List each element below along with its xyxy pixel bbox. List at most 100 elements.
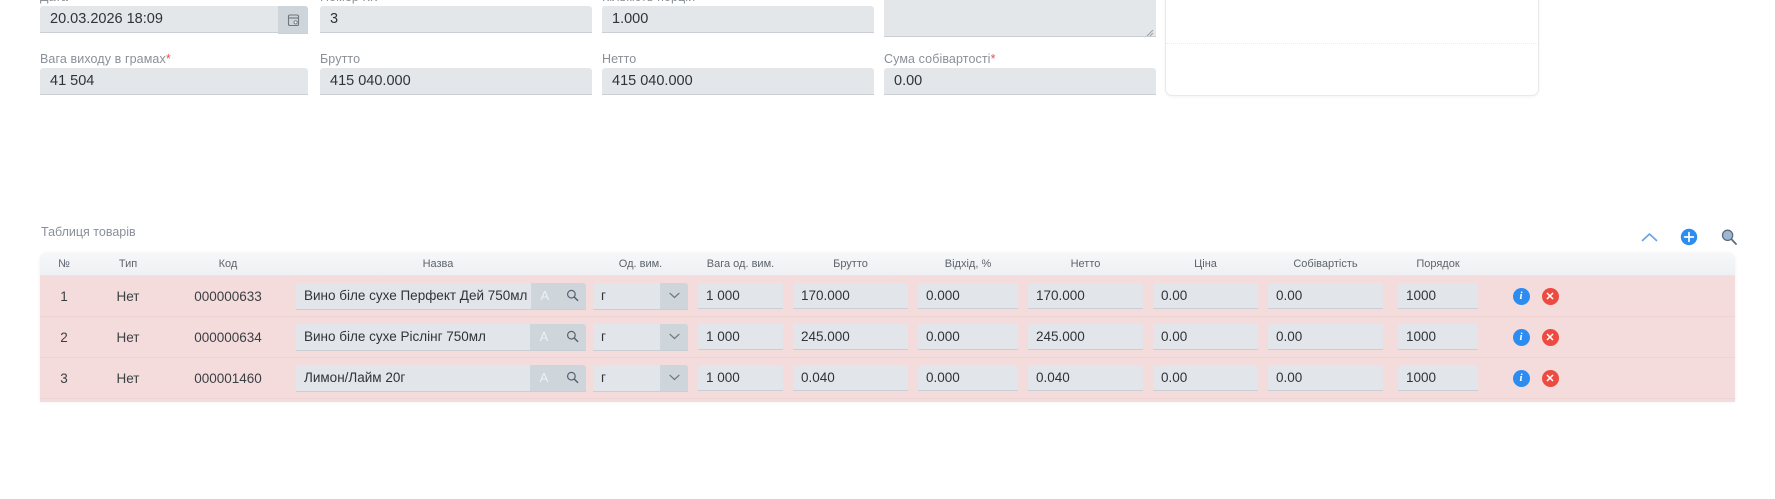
required-marker: *: [990, 52, 996, 66]
row-name-input-group[interactable]: Лимон/Лайм 20г A: [296, 364, 586, 392]
side-panel-divider: [1166, 43, 1538, 44]
table-row[interactable]: 2 Нет 000000634 Вино біле сухе Ріслінг 7…: [40, 317, 1735, 358]
chevron-down-icon[interactable]: [660, 282, 688, 309]
row-netto-input[interactable]: 0.040: [1028, 365, 1143, 391]
row-code-cell: 000000633: [168, 276, 288, 316]
cost-sum-input[interactable]: 0.00: [884, 68, 1156, 95]
row-order-cell: 1000: [1388, 276, 1488, 316]
row-netto-cell: 0.040: [1023, 358, 1148, 398]
row-cost-input[interactable]: 0.00: [1268, 324, 1383, 350]
row-unit-select[interactable]: г: [593, 364, 688, 392]
column-header-netto: Нетто: [1070, 258, 1101, 270]
row-search-icon[interactable]: [558, 282, 586, 309]
format-text-icon[interactable]: A: [530, 323, 558, 350]
collapse-chevron-icon[interactable]: [1639, 227, 1659, 247]
row-name-input[interactable]: Лимон/Лайм 20г: [296, 364, 530, 391]
row-unitweight-input[interactable]: 1 000: [698, 283, 783, 309]
row-price-input[interactable]: 0.00: [1153, 283, 1258, 309]
row-unitweight-input[interactable]: 1 000: [698, 324, 783, 350]
row-brutto-input[interactable]: 0.040: [793, 365, 908, 391]
field-brutto: Брутто 415 040.000: [320, 52, 592, 95]
row-code: 000000633: [194, 288, 262, 304]
row-unit-select[interactable]: г: [593, 323, 688, 351]
form-area: Дата 20.03.2026 18:09 Номер КК 3 Кількіс…: [0, 0, 1775, 113]
row-brutto-input[interactable]: 170.000: [793, 283, 908, 309]
column-header-code: Код: [218, 258, 238, 270]
row-num-cell: 2: [40, 317, 88, 357]
row-netto-input[interactable]: 245.000: [1028, 324, 1143, 350]
row-order-cell: 1000: [1388, 358, 1488, 398]
field-output-weight-label: Вага виходу в грамах*: [40, 52, 171, 66]
field-cost-sum-label: Сума собівартості*: [884, 52, 996, 66]
row-name-input-group[interactable]: Вино біле сухе Перфект Дей 750мл A: [296, 282, 586, 310]
products-grid-header: № Тип Код Назва Од. вим. Вага од. вим. Б…: [40, 253, 1735, 276]
format-text-icon[interactable]: A: [531, 282, 559, 309]
row-netto-input[interactable]: 170.000: [1028, 283, 1143, 309]
netto-input[interactable]: 415 040.000: [602, 68, 874, 95]
row-type-cell: Нет: [88, 317, 168, 357]
calendar-icon[interactable]: [278, 6, 308, 34]
row-code: 000001460: [194, 370, 262, 386]
column-header-brutto: Брутто: [833, 258, 868, 270]
row-search-icon[interactable]: [558, 364, 586, 391]
row-unit-select[interactable]: г: [593, 282, 688, 310]
resize-handle-icon[interactable]: [1144, 24, 1154, 37]
table-row[interactable]: 3 Нет 000001460 Лимон/Лайм 20г A: [40, 358, 1735, 399]
row-num: 1: [60, 288, 68, 304]
portions-input[interactable]: 1.000: [602, 6, 874, 33]
row-name-input-group[interactable]: Вино біле сухе Ріслінг 750мл A: [296, 323, 586, 351]
row-unit-cell: г: [588, 317, 693, 357]
row-type-cell: Нет: [88, 358, 168, 398]
row-type: Нет: [116, 370, 140, 386]
format-text-icon[interactable]: A: [530, 364, 558, 391]
row-cost-input[interactable]: 0.00: [1268, 283, 1383, 309]
row-cost-cell: 0.00: [1263, 276, 1388, 316]
row-name-cell: Лимон/Лайм 20г A: [288, 358, 588, 398]
search-icon[interactable]: [1719, 227, 1739, 247]
add-row-icon[interactable]: [1679, 227, 1699, 247]
row-actions-cell: i ✕: [1488, 358, 1583, 398]
row-name-cell: Вино біле сухе Ріслінг 750мл A: [288, 317, 588, 357]
row-delete-icon[interactable]: ✕: [1541, 369, 1559, 387]
row-delete-icon[interactable]: ✕: [1541, 287, 1559, 305]
row-info-icon[interactable]: i: [1512, 328, 1530, 346]
kk-number-input[interactable]: 3: [320, 6, 592, 33]
row-search-icon[interactable]: [558, 323, 586, 350]
note-textarea[interactable]: [884, 0, 1156, 37]
date-input[interactable]: 20.03.2026 18:09: [40, 6, 278, 33]
table-row[interactable]: 1 Нет 000000633 Вино біле сухе Перфект Д…: [40, 276, 1735, 317]
row-unitweight-input[interactable]: 1 000: [698, 365, 783, 391]
row-price-input[interactable]: 0.00: [1153, 365, 1258, 391]
date-input-wrap[interactable]: 20.03.2026 18:09: [40, 6, 308, 34]
row-delete-icon[interactable]: ✕: [1541, 328, 1559, 346]
row-brutto-input[interactable]: 245.000: [793, 324, 908, 350]
output-weight-input[interactable]: 41 504: [40, 68, 308, 95]
row-info-icon[interactable]: i: [1512, 369, 1530, 387]
row-code-cell: 000001460: [168, 358, 288, 398]
row-waste-cell: 0.000: [913, 276, 1023, 316]
brutto-input[interactable]: 415 040.000: [320, 68, 592, 95]
row-name-input[interactable]: Вино біле сухе Ріслінг 750мл: [296, 323, 530, 350]
row-order-input[interactable]: 1000: [1398, 365, 1478, 391]
row-num: 2: [60, 329, 68, 345]
row-num: 3: [60, 370, 68, 386]
field-portions: Кількість порцій 1.000: [602, 0, 874, 33]
row-brutto-cell: 0.040: [788, 358, 913, 398]
chevron-down-icon[interactable]: [660, 323, 688, 350]
row-order-input[interactable]: 1000: [1398, 283, 1478, 309]
row-order-input[interactable]: 1000: [1398, 324, 1478, 350]
row-waste-input[interactable]: 0.000: [918, 283, 1018, 309]
row-price-cell: 0.00: [1148, 317, 1263, 357]
row-name-input[interactable]: Вино біле сухе Перфект Дей 750мл: [296, 282, 532, 309]
field-kk-number-label: Номер КК: [320, 0, 592, 4]
column-header-waste: Відхід, %: [944, 258, 992, 270]
row-cost-input[interactable]: 0.00: [1268, 365, 1383, 391]
column-header-unit: Од. вим.: [618, 258, 663, 270]
row-info-icon[interactable]: i: [1512, 287, 1530, 305]
row-waste-input[interactable]: 0.000: [918, 324, 1018, 350]
row-price-input[interactable]: 0.00: [1153, 324, 1258, 350]
field-netto: Нетто 415 040.000: [602, 52, 874, 95]
chevron-down-icon[interactable]: [660, 364, 688, 391]
row-name-cell: Вино біле сухе Перфект Дей 750мл A: [288, 276, 588, 316]
row-waste-input[interactable]: 0.000: [918, 365, 1018, 391]
